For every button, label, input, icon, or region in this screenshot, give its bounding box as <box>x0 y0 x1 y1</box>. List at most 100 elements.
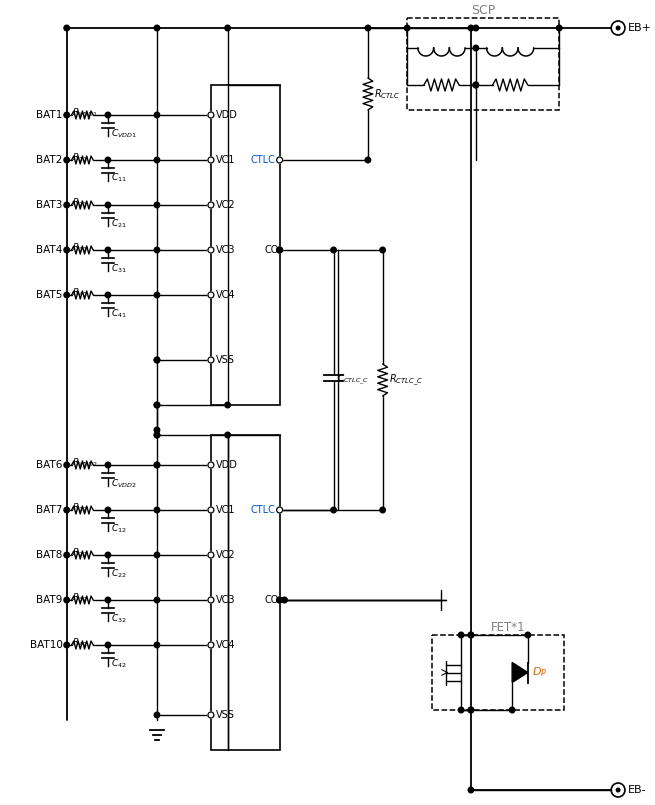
Text: VC2: VC2 <box>216 200 235 210</box>
Text: VSS: VSS <box>216 355 234 365</box>
Text: BAT9: BAT9 <box>37 595 63 605</box>
Circle shape <box>208 357 214 363</box>
Circle shape <box>64 507 69 513</box>
Circle shape <box>277 597 282 603</box>
Circle shape <box>154 157 160 163</box>
Text: BAT2: BAT2 <box>37 155 63 165</box>
Text: $R_{41}$: $R_{41}$ <box>71 287 87 299</box>
Circle shape <box>380 507 385 513</box>
Text: $C_{22}$: $C_{22}$ <box>111 567 126 580</box>
Circle shape <box>365 157 371 163</box>
Circle shape <box>154 357 160 363</box>
Text: $R_{CTLC\_C}$: $R_{CTLC\_C}$ <box>388 373 423 387</box>
Circle shape <box>458 632 464 638</box>
Circle shape <box>64 552 69 558</box>
Circle shape <box>404 25 410 31</box>
Circle shape <box>105 292 111 298</box>
Text: $C_{12}$: $C_{12}$ <box>111 522 126 535</box>
Circle shape <box>208 462 214 468</box>
Circle shape <box>64 202 69 208</box>
Circle shape <box>208 247 214 253</box>
Circle shape <box>458 708 464 712</box>
Circle shape <box>154 712 160 718</box>
Circle shape <box>64 292 69 298</box>
Text: $R_{32}$: $R_{32}$ <box>71 592 87 604</box>
Circle shape <box>64 157 69 163</box>
Text: $R_{11}$: $R_{11}$ <box>71 151 87 164</box>
Text: FET*1: FET*1 <box>491 621 525 634</box>
Bar <box>211 435 280 750</box>
Circle shape <box>64 597 69 603</box>
Text: $C_{31}$: $C_{31}$ <box>111 262 126 275</box>
Text: EB+: EB+ <box>628 23 652 33</box>
Circle shape <box>105 462 111 468</box>
Circle shape <box>380 247 385 253</box>
Text: VC1: VC1 <box>216 155 235 165</box>
Circle shape <box>468 708 474 712</box>
Text: $R_{22}$: $R_{22}$ <box>71 547 87 559</box>
Text: $R_{CTLC}$: $R_{CTLC}$ <box>374 87 400 101</box>
Circle shape <box>64 25 69 31</box>
Circle shape <box>154 432 160 438</box>
Circle shape <box>276 247 282 253</box>
Circle shape <box>154 247 160 253</box>
Circle shape <box>105 597 111 603</box>
Circle shape <box>64 247 69 253</box>
Circle shape <box>154 402 160 408</box>
Circle shape <box>154 292 160 298</box>
Circle shape <box>468 632 474 638</box>
Text: BAT8: BAT8 <box>37 550 63 560</box>
Text: $C_{32}$: $C_{32}$ <box>111 612 126 625</box>
Text: $C_{41}$: $C_{41}$ <box>111 307 126 320</box>
Circle shape <box>473 82 479 88</box>
Text: $D_P$: $D_P$ <box>532 666 547 679</box>
Circle shape <box>208 202 214 208</box>
Text: $R_{VDD2}$: $R_{VDD2}$ <box>71 456 98 469</box>
Text: VDD: VDD <box>216 110 238 120</box>
Text: CO: CO <box>265 595 279 605</box>
Text: VC2: VC2 <box>216 550 235 560</box>
Circle shape <box>473 45 479 51</box>
Text: $C_{CTLC\_C}$: $C_{CTLC\_C}$ <box>337 373 369 387</box>
Text: VC3: VC3 <box>216 245 235 255</box>
Circle shape <box>154 402 160 408</box>
Text: BAT6: BAT6 <box>37 460 63 470</box>
Text: VSS: VSS <box>216 710 234 720</box>
Circle shape <box>105 507 111 513</box>
Circle shape <box>365 25 371 31</box>
Circle shape <box>331 507 336 513</box>
Circle shape <box>208 597 214 603</box>
Circle shape <box>154 202 160 208</box>
Circle shape <box>616 27 620 30</box>
Text: $R_{42}$: $R_{42}$ <box>71 637 87 649</box>
Text: VDD: VDD <box>216 460 238 470</box>
Circle shape <box>208 112 214 118</box>
Circle shape <box>154 427 160 433</box>
Circle shape <box>208 552 214 558</box>
Circle shape <box>525 632 531 638</box>
Circle shape <box>225 402 231 408</box>
Text: $C_{11}$: $C_{11}$ <box>111 172 126 184</box>
Circle shape <box>616 788 620 792</box>
Text: CO: CO <box>265 245 279 255</box>
Bar <box>407 18 559 110</box>
Circle shape <box>154 507 160 513</box>
Circle shape <box>154 112 160 118</box>
Circle shape <box>468 787 474 793</box>
Text: VC1: VC1 <box>216 505 235 515</box>
Text: $R_{31}$: $R_{31}$ <box>71 242 87 254</box>
Circle shape <box>154 597 160 603</box>
Text: SCP: SCP <box>471 3 495 16</box>
Text: CTLC: CTLC <box>250 505 275 515</box>
Circle shape <box>105 552 111 558</box>
Circle shape <box>276 597 282 603</box>
Text: $R_{12}$: $R_{12}$ <box>71 502 87 514</box>
Text: VC3: VC3 <box>216 595 235 605</box>
Text: BAT7: BAT7 <box>37 505 63 515</box>
Circle shape <box>331 247 336 253</box>
Circle shape <box>154 462 160 468</box>
Circle shape <box>105 202 111 208</box>
Text: $C_{VDD1}$: $C_{VDD1}$ <box>111 127 137 139</box>
Circle shape <box>154 552 160 558</box>
Circle shape <box>64 642 69 648</box>
